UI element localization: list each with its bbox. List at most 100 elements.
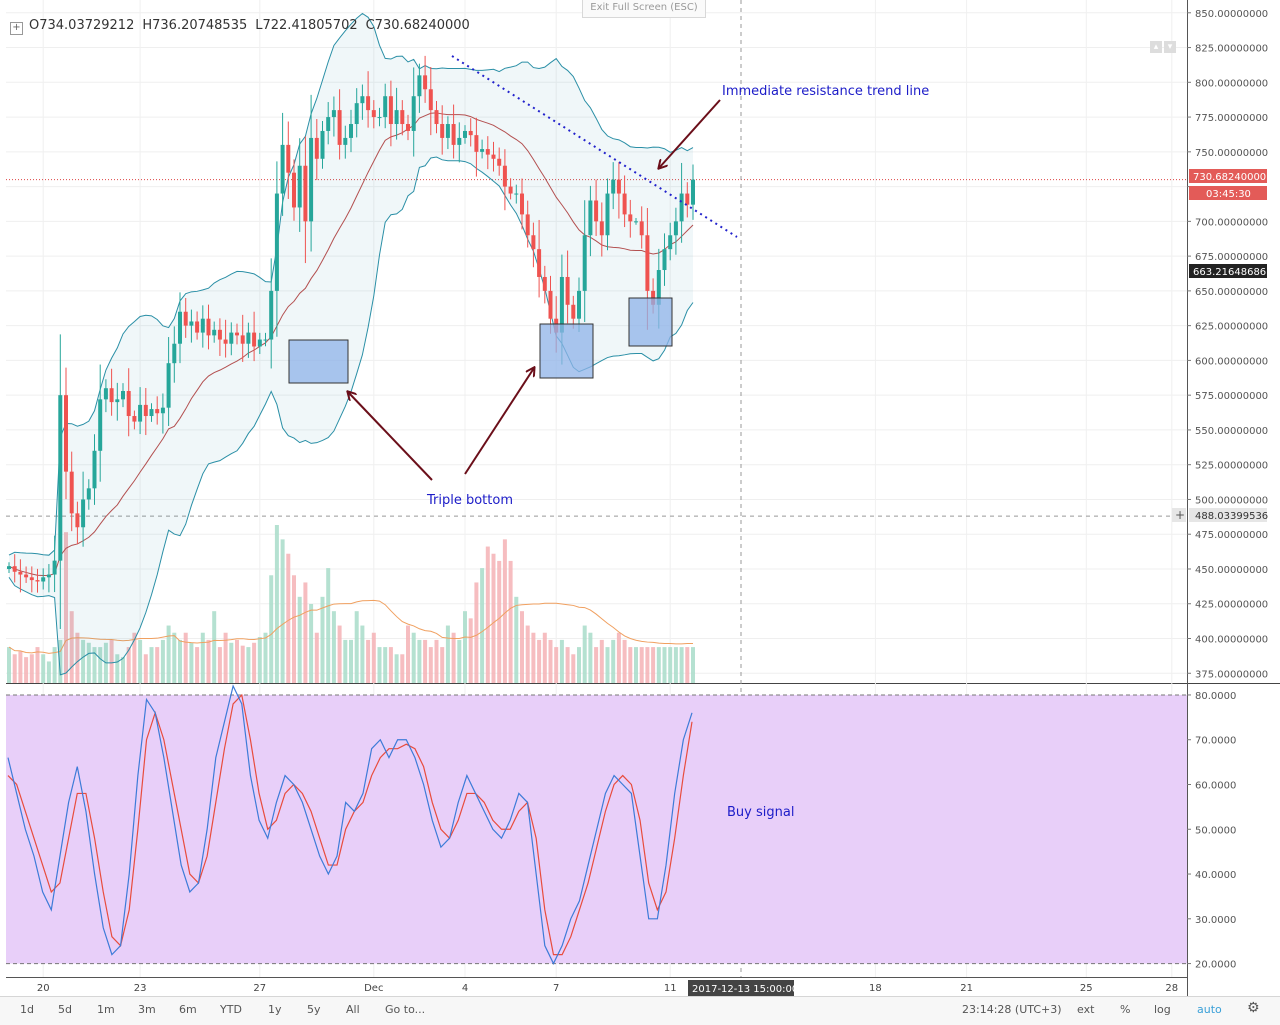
exit-fullscreen-button[interactable]: Exit Full Screen (ESC) xyxy=(582,0,706,18)
mid-price-text: 663.21648686 xyxy=(1193,267,1266,278)
range-ytd[interactable]: YTD xyxy=(220,1003,242,1016)
volume-bar xyxy=(463,611,467,683)
candle-body xyxy=(406,124,410,131)
candle-body xyxy=(160,407,165,414)
volume-bar xyxy=(160,639,165,683)
chart-canvas[interactable]: 80.0000 70.0000 60.0000 50.0000 40.0000 30.00… xyxy=(0,0,1280,996)
candle-body xyxy=(383,96,388,118)
volume-bar xyxy=(582,625,587,683)
time-axis-label: 21 xyxy=(960,983,973,994)
clock-display[interactable]: 23:14:28 (UTC+3) xyxy=(962,1003,1062,1016)
volume-bar xyxy=(360,625,365,683)
candle-body xyxy=(679,193,684,222)
candle-body xyxy=(468,130,473,136)
candle-body xyxy=(240,335,245,344)
range-3m[interactable]: 3m xyxy=(138,1003,156,1016)
add-alert-button[interactable] xyxy=(1172,508,1186,522)
candle-body xyxy=(611,179,616,194)
goto-button[interactable]: Go to... xyxy=(385,1003,426,1016)
candle-body xyxy=(206,318,211,336)
gear-icon[interactable]: ⚙ xyxy=(1247,1000,1260,1016)
volume-bar xyxy=(98,647,103,683)
price-axis-label: 675.00000000 xyxy=(1195,252,1268,263)
volume-bar xyxy=(388,647,393,683)
volume-bar xyxy=(217,647,222,683)
volume-bar xyxy=(451,632,456,683)
crosshair-price-text: 488.03399536 xyxy=(1195,511,1268,522)
candle-body xyxy=(326,117,331,131)
candle-body xyxy=(434,110,439,125)
candle-body xyxy=(559,276,564,333)
candle-body xyxy=(115,399,120,403)
volume-bar xyxy=(639,647,644,683)
log-toggle[interactable]: log xyxy=(1154,1003,1171,1016)
candle-body xyxy=(377,117,382,119)
ext-toggle[interactable]: ext xyxy=(1077,1003,1095,1016)
candle-body xyxy=(257,339,262,347)
candle-body xyxy=(634,221,638,223)
range-1y[interactable]: 1y xyxy=(268,1003,282,1016)
expand-icon[interactable]: + xyxy=(10,22,23,35)
candle-body xyxy=(155,409,160,414)
time-axis-label: 11 xyxy=(664,983,677,994)
volume-bar xyxy=(417,639,422,683)
candle-body xyxy=(565,276,570,305)
stoch-d-line xyxy=(7,693,693,956)
annotation-arrows[interactable] xyxy=(348,99,721,876)
range-5y[interactable]: 5y xyxy=(307,1003,321,1016)
volume-bar xyxy=(46,661,51,683)
time-axis-label: 20 xyxy=(37,983,50,994)
volume-bar xyxy=(189,642,194,683)
candle-body xyxy=(451,124,456,145)
volume-bar xyxy=(588,632,593,683)
volume-bar xyxy=(366,639,371,683)
candle-body xyxy=(548,290,553,319)
triple-bottom-box xyxy=(539,323,594,379)
price-axis[interactable]: 850.00000000 825.00000000 800.00000000 775.… xyxy=(1187,9,1268,680)
price-axis-label: 825.00000000 xyxy=(1195,44,1268,55)
candle-body xyxy=(673,221,678,236)
candle-body xyxy=(200,318,205,333)
volume-bar xyxy=(577,647,581,683)
pane-down-icon[interactable]: ▾ xyxy=(1164,41,1176,53)
volume-bar xyxy=(235,639,239,683)
candle-body xyxy=(537,249,542,277)
candle-body xyxy=(616,179,621,194)
resistance-trend-line[interactable] xyxy=(451,55,738,238)
price-axis-label: 400.00000000 xyxy=(1195,635,1268,646)
range-1d[interactable]: 1d xyxy=(20,1003,34,1016)
candle-body xyxy=(349,124,353,138)
volume-bar xyxy=(320,596,325,683)
range-6m[interactable]: 6m xyxy=(179,1003,197,1016)
pane-up-icon[interactable]: ▴ xyxy=(1150,41,1162,53)
resistance-label[interactable]: Immediate resistance trend line xyxy=(722,84,929,99)
buy-signal-label[interactable]: Buy signal xyxy=(727,805,794,820)
time-axis-label: 23 xyxy=(134,983,147,994)
candle-body xyxy=(337,110,342,145)
candle-body xyxy=(668,235,673,250)
auto-toggle[interactable]: auto xyxy=(1197,1003,1222,1016)
range-1m[interactable]: 1m xyxy=(97,1003,115,1016)
triple-bottom-label[interactable]: Triple bottom xyxy=(426,493,513,508)
time-axis-label: 18 xyxy=(869,983,882,994)
range-5d[interactable]: 5d xyxy=(58,1003,72,1016)
price-axis-label: 475.00000000 xyxy=(1195,530,1268,541)
close-value: C730.68240000 xyxy=(365,18,470,33)
time-axis[interactable]: 20 23 27 Dec 4 7 11 18 21 25 28 xyxy=(37,983,1178,994)
volume-bar xyxy=(52,647,57,683)
price-axis-label: 575.00000000 xyxy=(1195,391,1268,402)
volume-bar xyxy=(383,647,388,683)
volume-bar xyxy=(274,525,279,683)
candle-body xyxy=(599,221,604,236)
candle-body xyxy=(263,339,268,341)
range-all[interactable]: All xyxy=(346,1003,360,1016)
countdown-text: 03:45:30 xyxy=(1206,189,1251,200)
price-axis-label: 700.00000000 xyxy=(1195,217,1268,228)
candle-body xyxy=(52,560,57,575)
triple-bottom-boxes[interactable] xyxy=(288,297,673,384)
percent-toggle[interactable]: % xyxy=(1120,1003,1131,1016)
candle-body xyxy=(109,388,114,403)
volume-bar xyxy=(349,639,353,683)
candle-body xyxy=(303,165,308,222)
candle-body xyxy=(172,343,177,364)
